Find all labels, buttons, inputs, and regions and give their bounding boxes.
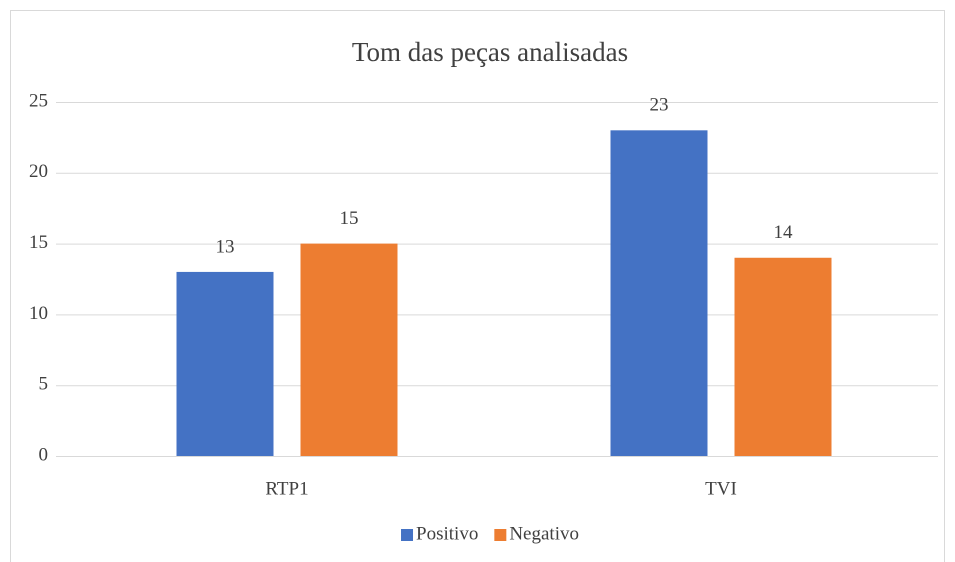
chart-title: Tom das peças analisadas: [352, 37, 628, 67]
legend-label: Negativo: [509, 523, 579, 544]
bar: [610, 130, 708, 456]
bar: [734, 257, 832, 456]
bar: [300, 243, 398, 456]
data-label: 15: [340, 208, 359, 229]
y-tick-label: 20: [29, 161, 48, 182]
data-label: 23: [650, 95, 669, 116]
legend-swatch: [494, 529, 507, 541]
legend-label: Positivo: [416, 523, 478, 544]
x-tick-label: TVI: [705, 478, 737, 499]
bar: [176, 271, 274, 456]
y-tick-label: 10: [29, 303, 48, 324]
data-label: 13: [216, 236, 235, 257]
x-tick-label: RTP1: [265, 478, 308, 499]
data-label: 14: [774, 222, 794, 243]
legend-swatch: [401, 529, 414, 541]
y-tick-label: 25: [29, 90, 48, 111]
y-tick-label: 15: [29, 232, 48, 253]
y-tick-label: 0: [39, 444, 49, 465]
y-tick-label: 5: [39, 374, 49, 395]
